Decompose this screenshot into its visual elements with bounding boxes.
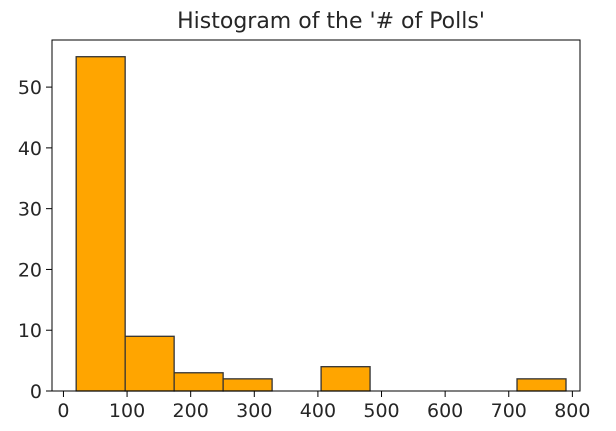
histogram-bar-2 [173, 372, 224, 392]
chart-title: Histogram of the '# of Polls' [177, 9, 485, 34]
y-tick-label: 0 [30, 381, 42, 403]
y-tick-label: 30 [18, 199, 42, 221]
bars-layer [75, 56, 567, 392]
x-tick-label: 300 [236, 400, 272, 422]
axes-layer: 0 100 200 300 400 500 600 700 800 0 10 20 30 40 50 [18, 39, 590, 422]
y-tick-label: 20 [18, 259, 42, 281]
histogram-bar-3 [222, 378, 273, 392]
x-tick-label: 700 [491, 400, 527, 422]
y-tick-label: 10 [18, 320, 42, 342]
x-tick-label: 0 [57, 400, 69, 422]
histogram-bar-1 [124, 335, 175, 392]
x-tick-label: 100 [109, 400, 145, 422]
histogram-bar-9 [516, 378, 567, 392]
x-tick-label: 600 [427, 400, 463, 422]
x-tick-label: 800 [554, 400, 590, 422]
histogram-bar-0 [75, 56, 126, 392]
x-tick-label: 500 [363, 400, 399, 422]
histogram-bar-5 [320, 366, 371, 392]
x-tick-label: 200 [173, 400, 209, 422]
y-tick-label: 40 [18, 138, 42, 160]
x-tick-label: 400 [300, 400, 336, 422]
y-tick-label: 50 [18, 77, 42, 99]
plot-frame [51, 39, 581, 392]
